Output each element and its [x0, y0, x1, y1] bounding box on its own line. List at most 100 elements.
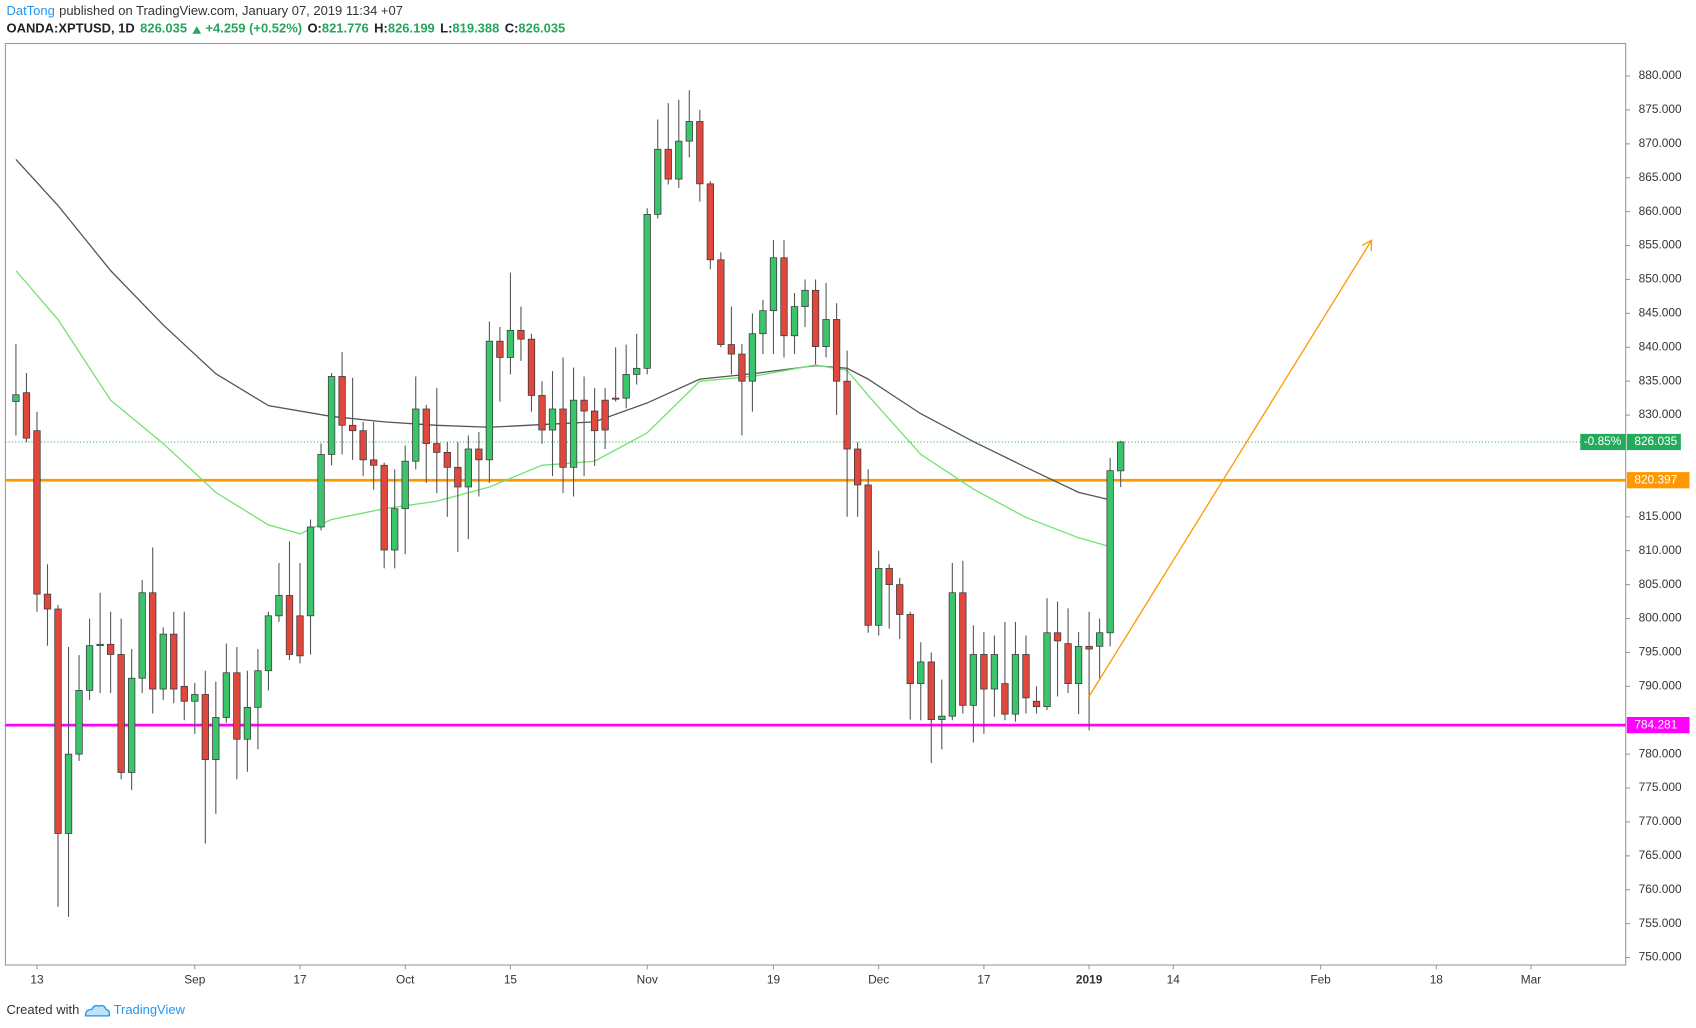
- level-label-box: [1626, 472, 1690, 489]
- y-tick-label: 770.000: [1639, 814, 1682, 828]
- candle-body: [811, 289, 820, 347]
- y-tick-label: 880.000: [1639, 68, 1682, 82]
- y-tick-label: 875.000: [1639, 102, 1682, 116]
- candle-body: [801, 289, 809, 307]
- candle-body: [1095, 632, 1104, 647]
- candle-body: [601, 399, 609, 431]
- candle-body: [391, 508, 399, 551]
- y-tick-label: 780.000: [1639, 746, 1682, 760]
- ohlc-value: 819.388: [452, 21, 499, 36]
- candle-body: [443, 452, 451, 468]
- plot-frame: [4, 42, 1627, 966]
- candle-body: [380, 464, 388, 551]
- author[interactable]: DatTong: [6, 4, 54, 19]
- candle-body: [433, 443, 441, 453]
- x-tick-label: Feb: [1310, 972, 1331, 986]
- candle-body: [75, 690, 83, 755]
- y-tick-label: 750.000: [1639, 950, 1682, 964]
- publish-line: DatTong published on TradingView.com, Jan…: [6, 4, 402, 19]
- last-change-box: [1580, 433, 1626, 451]
- candle-body: [22, 392, 31, 439]
- candle-body: [317, 454, 325, 528]
- candle-body: [159, 633, 167, 690]
- ohlc-label: O:: [307, 21, 321, 36]
- candle-body: [117, 654, 125, 773]
- candle-body: [243, 706, 252, 740]
- y-tick-label: 850.000: [1639, 272, 1682, 286]
- candle-body: [875, 567, 883, 626]
- y-tick-label: 765.000: [1639, 848, 1682, 862]
- candle-body: [43, 593, 52, 610]
- candle-body: [727, 344, 736, 355]
- candle-body: [1032, 700, 1041, 708]
- candle-body: [548, 408, 557, 431]
- candle-body: [422, 408, 430, 444]
- candle-body: [1001, 683, 1009, 715]
- candle-body: [885, 567, 893, 585]
- ohlc-label: H:: [374, 21, 388, 36]
- candle-body: [475, 448, 483, 461]
- candle-body: [285, 595, 294, 655]
- candle-body: [454, 466, 462, 488]
- x-tick-label: 17: [977, 972, 990, 986]
- candle-body: [527, 338, 536, 396]
- symbol: OANDA:XPTUSD, 1D: [6, 21, 134, 36]
- candle-body: [675, 140, 683, 180]
- candle-body: [233, 672, 241, 740]
- last-price-box: [1626, 433, 1681, 451]
- candle-body: [170, 633, 178, 690]
- candle-body: [822, 319, 830, 347]
- ohlc-value: 821.776: [322, 21, 369, 36]
- candle-body: [559, 408, 567, 468]
- moving-average: [15, 270, 1111, 548]
- candle-body: [590, 410, 599, 432]
- candle-body: [696, 121, 704, 185]
- y-tick-label: 870.000: [1639, 136, 1682, 150]
- candle-body: [853, 448, 862, 486]
- candle-body: [969, 654, 978, 706]
- candle-body: [496, 340, 504, 358]
- y-tick-label: 755.000: [1639, 916, 1682, 930]
- candle-body: [980, 654, 988, 690]
- candle-body: [580, 399, 588, 412]
- footer-brand[interactable]: TradingView: [114, 1002, 186, 1017]
- candle-body: [149, 592, 157, 690]
- candle-body: [959, 592, 967, 706]
- candle-body: [643, 213, 651, 369]
- y-tick-label: 810.000: [1639, 543, 1682, 557]
- candle-body: [717, 259, 725, 345]
- candle-body: [370, 459, 378, 466]
- y-tick-label: 830.000: [1639, 407, 1682, 421]
- y-tick-label: 840.000: [1639, 339, 1682, 353]
- legend-symbol: OANDA:XPTUSD, 1D 826.035: [6, 21, 187, 36]
- plot-area: [5, 90, 1626, 917]
- x-tick-label: 17: [293, 972, 306, 986]
- candle-body: [664, 148, 672, 180]
- candle-body: [106, 643, 115, 655]
- y-tick-label: 855.000: [1639, 238, 1682, 252]
- x-tick-label: Sep: [184, 972, 206, 986]
- x-tick-label: Oct: [396, 972, 415, 986]
- candle-body: [538, 395, 546, 431]
- candle-body: [64, 753, 73, 834]
- x-tick-label: 19: [767, 972, 781, 986]
- ohlc-label: C:: [505, 21, 519, 36]
- candle-body: [338, 376, 346, 426]
- candle-body: [612, 397, 620, 400]
- level-label-box: [1626, 717, 1690, 734]
- ohlc-label: L:: [440, 21, 452, 36]
- y-tick-label: 805.000: [1639, 577, 1682, 591]
- last-price: 826.035: [140, 21, 187, 36]
- candle-body: [96, 643, 104, 647]
- ohlc-value: 826.035: [518, 21, 565, 36]
- x-tick-label: 2019: [1076, 972, 1103, 986]
- candle-body: [327, 376, 336, 455]
- candle-body: [1106, 470, 1114, 634]
- candle-body: [1117, 441, 1125, 472]
- candle-body: [748, 333, 757, 382]
- candle-body: [864, 484, 872, 626]
- candle-body: [517, 329, 525, 340]
- candle-body: [464, 448, 472, 488]
